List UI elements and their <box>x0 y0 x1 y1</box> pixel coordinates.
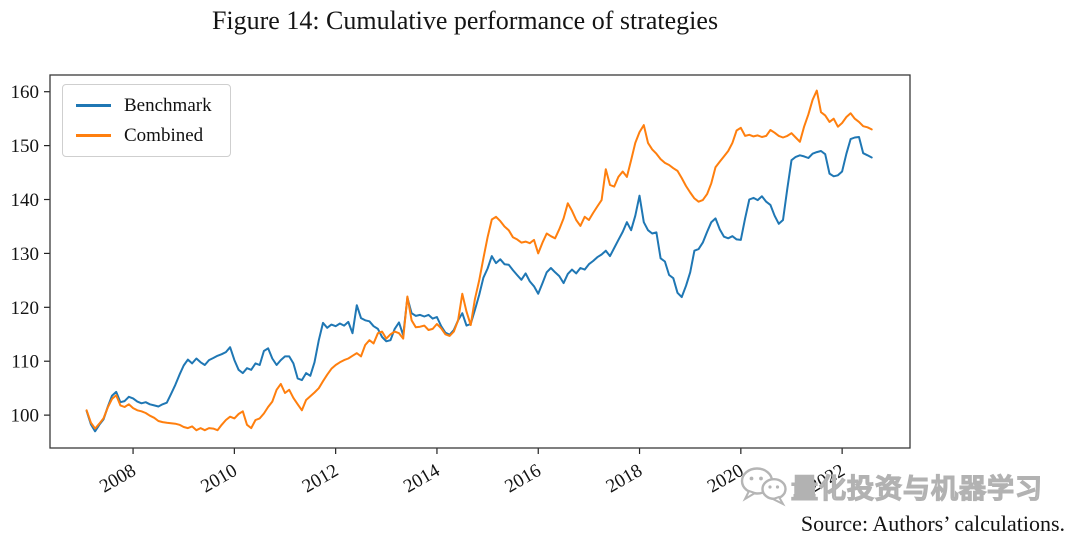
wechat-icon <box>740 467 787 507</box>
series-layer <box>85 89 873 433</box>
y-tick-label: 140 <box>11 190 40 211</box>
chart-legend: Benchmark Combined <box>62 84 231 157</box>
y-tick-label: 150 <box>11 136 40 157</box>
chart-title: Figure 14: Cumulative performance of str… <box>211 6 719 35</box>
x-tick-label: 2014 <box>400 460 444 497</box>
x-tick-label: 2012 <box>299 460 342 497</box>
x-tick-label: 2010 <box>197 460 240 497</box>
y-tick-label: 160 <box>11 82 40 103</box>
y-tick-label: 110 <box>11 352 39 373</box>
watermark: 量化投资与机器学习 <box>738 464 1043 508</box>
watermark-text: 量化投资与机器学习 <box>790 473 1043 505</box>
y-tick-label: 100 <box>11 406 40 427</box>
legend-label-benchmark: Benchmark <box>124 95 212 116</box>
legend-entry-benchmark: Benchmark <box>76 96 212 115</box>
legend-label-combined: Combined <box>124 125 204 146</box>
legend-entry-combined: Combined <box>76 126 212 145</box>
series-combined-line <box>85 89 873 432</box>
series-benchmark-line <box>85 136 873 433</box>
benchmark-line-swatch <box>76 104 111 107</box>
plot-frame <box>49 74 911 449</box>
y-tick-label: 130 <box>11 244 40 265</box>
y-tick-label: 120 <box>11 298 40 319</box>
x-tick-label: 2016 <box>501 460 544 497</box>
x-tick-label: 2008 <box>96 460 139 497</box>
x-tick-label: 2018 <box>603 460 646 497</box>
combined-line-swatch <box>76 134 111 137</box>
source-note: Source: Authors’ calculations. <box>800 511 1065 536</box>
